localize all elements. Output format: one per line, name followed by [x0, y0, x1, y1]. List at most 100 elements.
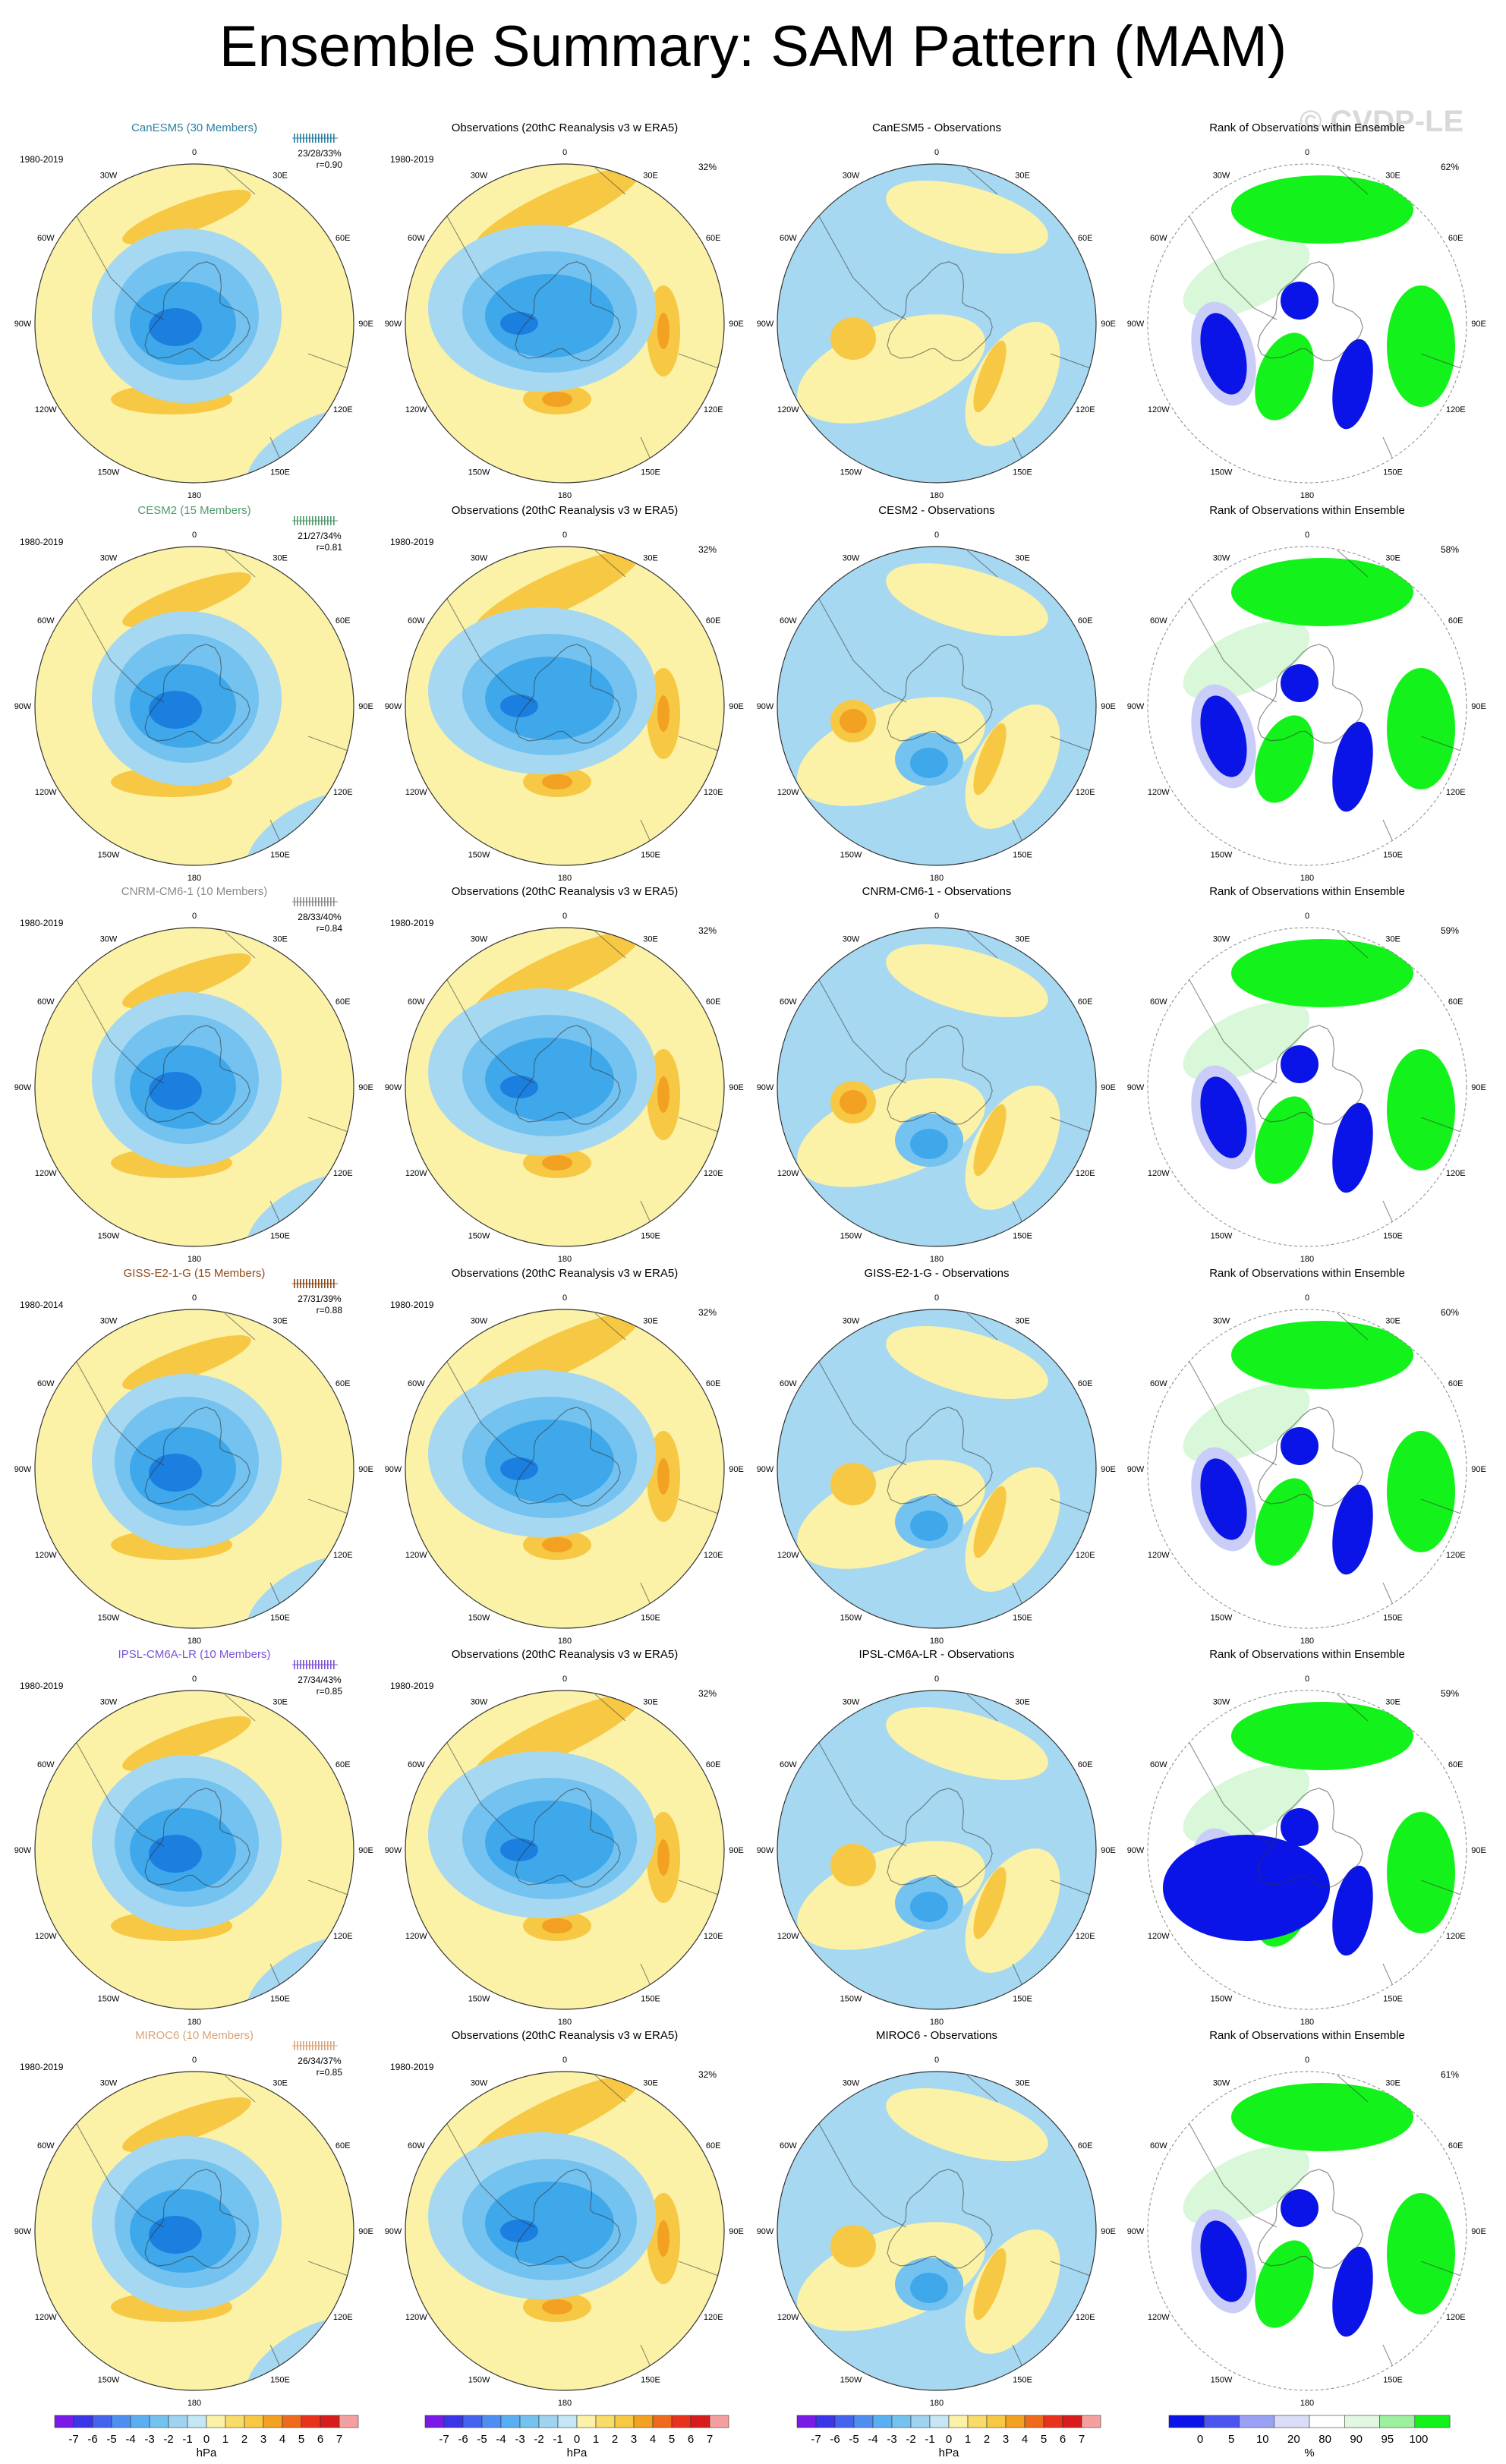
longitude-label: 120W [1148, 1551, 1170, 1560]
map-border [1147, 163, 1467, 484]
longitude-label: 90W [14, 1846, 32, 1855]
colorbar-label: 5 [1228, 2433, 1234, 2446]
longitude-label: 30E [643, 171, 658, 180]
negative-anomaly [485, 657, 614, 740]
longitude-label: 150W [98, 1232, 120, 1241]
page-title: Ensemble Summary: SAM Pattern (MAM) [219, 14, 1287, 79]
longitude-label: 30E [1015, 2078, 1030, 2087]
colorbar-swatch [910, 2415, 931, 2428]
negative-anomaly [910, 2273, 948, 2303]
observations-period: 1980-2019 [390, 154, 434, 165]
rank-high [1231, 1702, 1413, 1770]
longitude-label: 90E [729, 702, 744, 711]
antarctica-coastline [887, 644, 993, 744]
longitude-label: 90E [1471, 702, 1486, 711]
colorbar-label: 7 [336, 2433, 342, 2446]
longitude-label: 120W [405, 788, 427, 797]
longitude-label: 120E [1446, 2313, 1466, 2322]
rank-high [1255, 715, 1314, 803]
positive-anomaly [840, 1090, 867, 1114]
longitude-label: 60E [1448, 2141, 1463, 2150]
rank-low [1200, 313, 1247, 395]
longitude-label: 90W [757, 702, 774, 711]
pattern-stats: 21/27/34% [298, 531, 342, 541]
sam-pattern-map [35, 547, 354, 865]
pattern-stats: 27/31/39% [298, 1293, 342, 1304]
pattern-stats: 26/34/37% [298, 2056, 342, 2066]
longitude-label: 150E [270, 468, 290, 477]
colorbar-swatch [1239, 2415, 1275, 2428]
rank-low [1200, 1076, 1247, 1158]
longitude-label: 150W [98, 851, 120, 860]
longitude-label: 90E [1101, 1083, 1116, 1092]
longitude-label: 150E [1383, 1614, 1403, 1623]
longitude-label: 30E [273, 1697, 288, 1706]
colorbar-label: -1 [553, 2433, 562, 2446]
longitude-label: 150E [1383, 1995, 1403, 2004]
longitude-label: 120E [333, 405, 353, 414]
africa-coastline [594, 931, 626, 959]
longitude-label: 180 [930, 2399, 944, 2408]
analysis-period: 1980-2019 [20, 1681, 64, 1691]
antarctica-coastline [144, 1407, 250, 1507]
map-border [34, 1309, 354, 1629]
sam-pattern-map [405, 164, 724, 483]
positive-anomaly [973, 1486, 1007, 1558]
longitude-label: 120E [1446, 788, 1466, 797]
longitude-label: 150E [1013, 1995, 1032, 2004]
colorbar-swatch [967, 2415, 988, 2428]
colorbar-swatch [1309, 2415, 1345, 2428]
longitude-label: 120W [35, 1169, 57, 1178]
antarctica-coastline [887, 2169, 993, 2269]
longitude-label: 180 [930, 874, 944, 883]
positive-anomaly [657, 695, 670, 732]
colorbar-label: 2 [241, 2433, 247, 2446]
longitude-label: 120E [1446, 1932, 1466, 1941]
longitude-label: 120E [1076, 405, 1095, 414]
map-border [777, 546, 1097, 866]
south-america-coastline [1185, 591, 1278, 703]
observations-percent: 32% [698, 544, 717, 555]
longitude-label: 120E [333, 2313, 353, 2322]
rank-low [1200, 695, 1247, 777]
sam-pattern-map [405, 928, 724, 1246]
analysis-period: 1980-2019 [20, 918, 64, 928]
south-america-coastline [443, 2116, 535, 2228]
longitude-label: 150E [270, 1995, 290, 2004]
south-america-coastline [72, 209, 165, 320]
colorbar-swatch [834, 2415, 855, 2428]
positive-anomaly [122, 953, 251, 1009]
longitude-label: 120E [1446, 1169, 1466, 1178]
longitude-label: 30W [843, 2078, 860, 2087]
africa-coastline [966, 167, 998, 195]
longitude-label: 0 [192, 912, 197, 921]
longitude-label: 60W [408, 1760, 425, 1769]
longitude-label: 120W [777, 1551, 799, 1560]
colorbar-label: 3 [260, 2433, 266, 2446]
longitude-label: 30E [1015, 1697, 1030, 1706]
longitude-label: 150W [1211, 468, 1233, 477]
positive-anomaly [657, 1458, 670, 1495]
longitude-label: 30W [100, 2078, 118, 2087]
longitude-label: 180 [1300, 2399, 1314, 2408]
colorbar-swatch [424, 2415, 445, 2428]
positive-anomaly [886, 2088, 1048, 2161]
negative-anomaly [485, 2182, 614, 2265]
longitude-label: 90W [385, 1846, 402, 1855]
colorbar-swatch [538, 2415, 559, 2428]
africa-coastline [966, 931, 998, 959]
longitude-label: 30W [471, 1316, 488, 1325]
longitude-label: 90E [1471, 1846, 1486, 1855]
positive-anomaly [122, 189, 251, 245]
longitude-label: 90E [729, 1465, 744, 1474]
observations-percent: 32% [698, 162, 717, 172]
map-border [777, 163, 1097, 484]
colorbar-label: 1 [593, 2433, 599, 2446]
colorbar-label: 6 [1060, 2433, 1066, 2446]
longitude-label: 0 [562, 1675, 567, 1684]
longitude-label: 90E [1101, 320, 1116, 329]
longitude-label: 150W [1211, 1995, 1233, 2004]
difference-map [777, 164, 1096, 483]
longitude-label: 120W [405, 2313, 427, 2322]
longitude-label: 60E [1448, 616, 1463, 625]
